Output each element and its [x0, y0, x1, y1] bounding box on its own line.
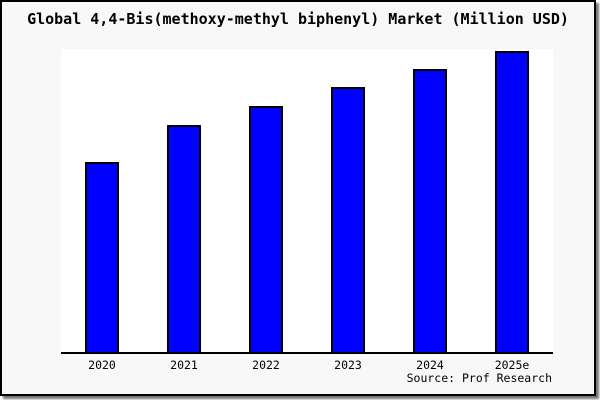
x-tick-label-2022: 2022	[252, 358, 280, 372]
x-axis-labels: 2020 2021 2022 2023 2024 2025e	[61, 358, 553, 372]
bar-2022	[249, 106, 283, 352]
bar-2020	[85, 162, 119, 352]
x-tick-label-2024: 2024	[416, 358, 444, 372]
bar-2024	[413, 69, 447, 352]
plot-area	[61, 49, 553, 354]
bar-2023	[331, 87, 365, 352]
source-note: Source: Prof Research	[406, 371, 552, 385]
x-tick-label-2021: 2021	[170, 358, 198, 372]
x-tick-label-2025e: 2025e	[494, 358, 530, 372]
x-tick-label-2020: 2020	[88, 358, 116, 372]
bar-2025e	[495, 51, 529, 352]
chart-title: Global 4,4-Bis(methoxy-methyl biphenyl) …	[27, 10, 569, 28]
x-tick-label-2023: 2023	[334, 358, 362, 372]
bar-2021	[167, 125, 201, 352]
